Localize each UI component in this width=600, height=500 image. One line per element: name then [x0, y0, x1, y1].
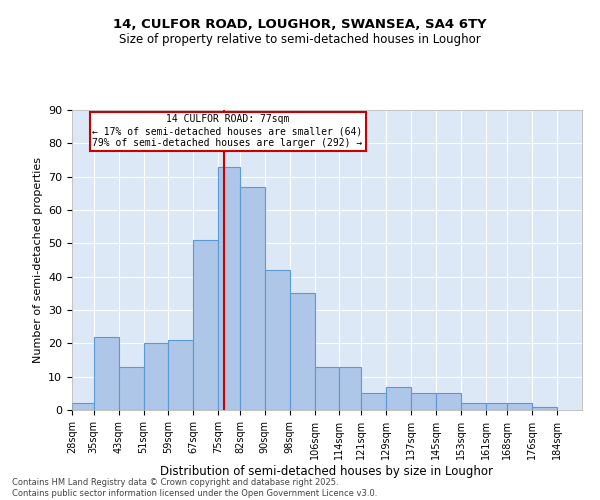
Bar: [119, 366, 143, 410]
Bar: [485, 404, 508, 410]
Bar: [290, 294, 314, 410]
Bar: [314, 366, 340, 410]
X-axis label: Distribution of semi-detached houses by size in Loughor: Distribution of semi-detached houses by …: [161, 464, 493, 477]
Bar: [340, 366, 361, 410]
Bar: [240, 186, 265, 410]
Bar: [143, 344, 169, 410]
Bar: [72, 404, 94, 410]
Bar: [508, 404, 532, 410]
Y-axis label: Number of semi-detached properties: Number of semi-detached properties: [32, 157, 43, 363]
Text: 14 CULFOR ROAD: 77sqm
← 17% of semi-detached houses are smaller (64)
79% of semi: 14 CULFOR ROAD: 77sqm ← 17% of semi-deta…: [92, 114, 362, 148]
Bar: [461, 404, 485, 410]
Text: Contains HM Land Registry data © Crown copyright and database right 2025.
Contai: Contains HM Land Registry data © Crown c…: [12, 478, 377, 498]
Text: 14, CULFOR ROAD, LOUGHOR, SWANSEA, SA4 6TY: 14, CULFOR ROAD, LOUGHOR, SWANSEA, SA4 6…: [113, 18, 487, 30]
Bar: [411, 394, 436, 410]
Bar: [361, 394, 386, 410]
Bar: [169, 340, 193, 410]
Bar: [218, 166, 240, 410]
Bar: [436, 394, 461, 410]
Text: Size of property relative to semi-detached houses in Loughor: Size of property relative to semi-detach…: [119, 32, 481, 46]
Bar: [193, 240, 218, 410]
Bar: [265, 270, 290, 410]
Bar: [94, 336, 119, 410]
Bar: [386, 386, 411, 410]
Bar: [532, 406, 557, 410]
